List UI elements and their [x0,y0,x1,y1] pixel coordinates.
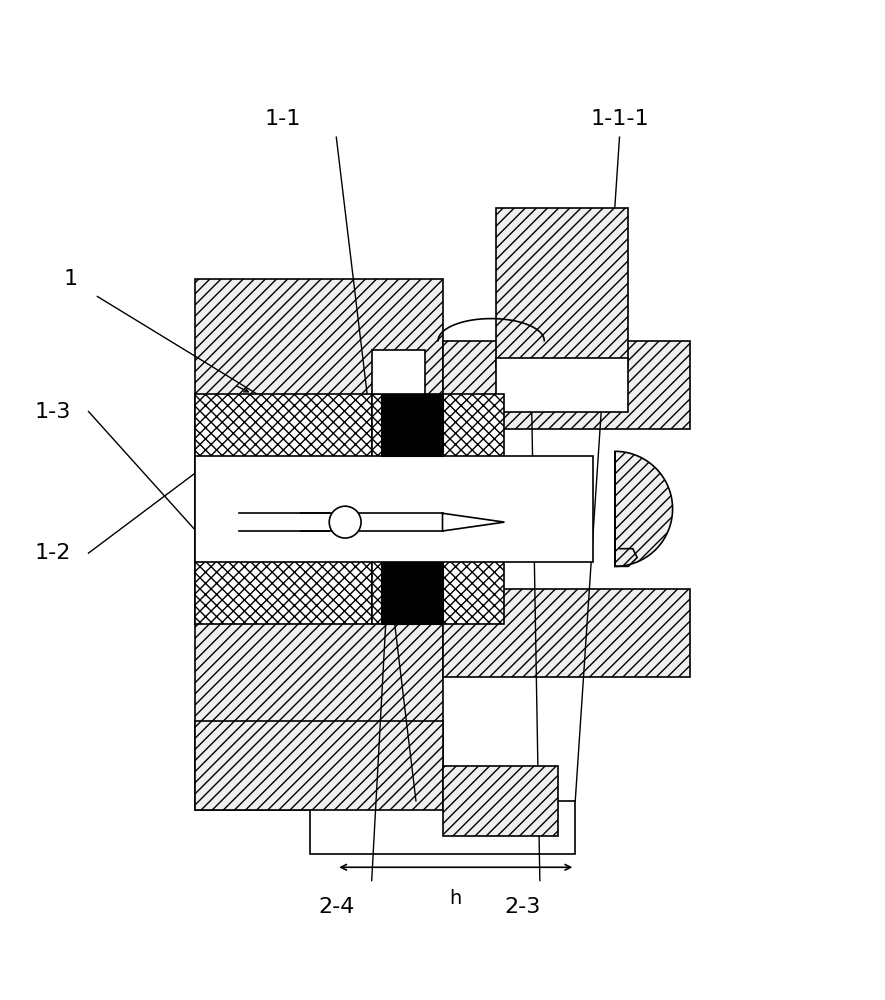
Bar [442,766,558,836]
Bar [195,535,372,624]
Bar [310,801,575,854]
Bar [195,721,442,810]
Bar [442,341,690,429]
Bar [372,535,504,624]
Bar [195,279,442,810]
Bar [381,394,442,456]
Bar [442,588,690,677]
Text: 1-1-1: 1-1-1 [590,109,649,129]
Text: 1-1: 1-1 [265,109,302,129]
Text: 2-3: 2-3 [504,897,541,917]
Bar [496,358,628,412]
Text: h: h [450,889,462,908]
Text: 1: 1 [64,269,78,289]
Bar [372,350,425,394]
Bar [381,562,442,624]
Text: 2-4: 2-4 [318,897,355,917]
Bar [372,394,504,482]
Circle shape [329,506,361,538]
Polygon shape [442,513,504,531]
Bar [496,208,628,367]
Bar [195,456,593,562]
Bar [195,394,372,482]
Polygon shape [615,451,673,566]
Text: 1-2: 1-2 [35,543,72,563]
Text: 1-3: 1-3 [35,401,72,422]
